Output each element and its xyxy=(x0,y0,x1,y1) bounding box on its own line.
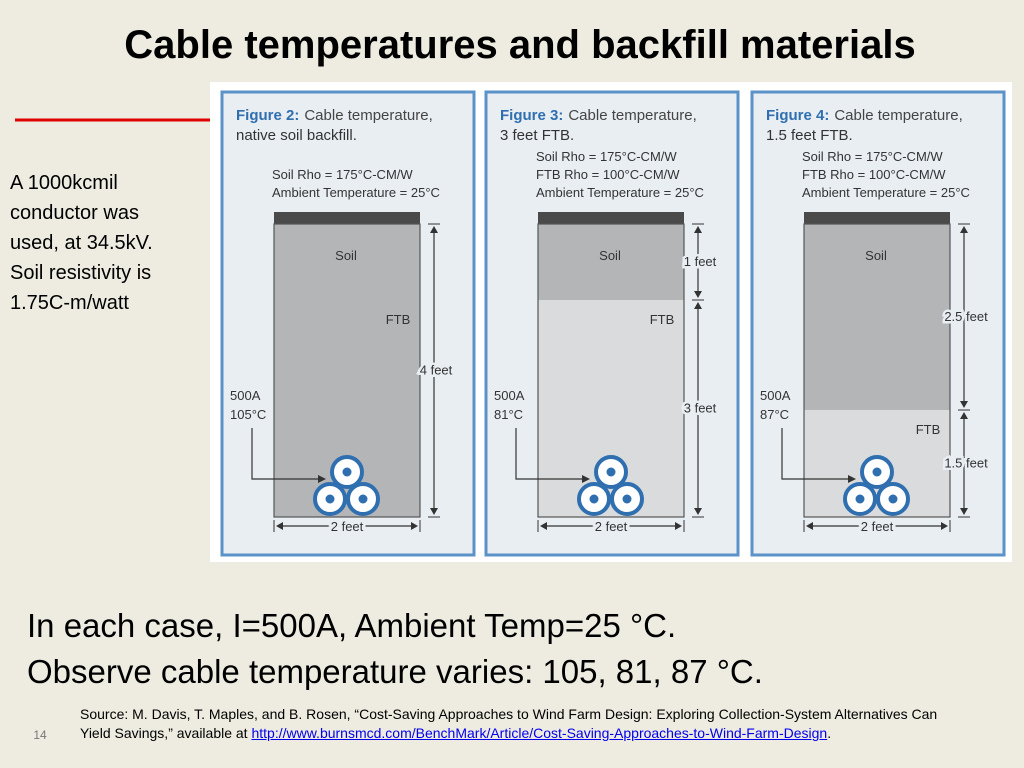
cable-temperature: 81°C xyxy=(494,407,523,422)
column-outline xyxy=(273,223,421,518)
layer-label: FTB xyxy=(916,422,941,437)
body-line: Observe cable temperature varies: 105, 8… xyxy=(27,653,763,690)
dimension-label: 1 feet xyxy=(684,254,717,269)
parameter: Ambient Temperature = 25°C xyxy=(272,185,440,200)
column-outline xyxy=(537,223,685,518)
conductor xyxy=(622,494,632,504)
conductor xyxy=(872,467,882,477)
surface-strip xyxy=(804,212,950,224)
cable-pointer-head xyxy=(848,475,856,483)
caption-text: 3 feet FTB. xyxy=(500,127,574,144)
column-outline xyxy=(803,223,951,518)
surface-strip xyxy=(538,212,684,224)
soil-layer xyxy=(538,224,684,300)
layer-label: Soil xyxy=(599,248,621,263)
soil-layer xyxy=(804,224,950,410)
conductor xyxy=(589,494,599,504)
cable-current: 500A xyxy=(760,388,791,403)
dimension-label: 3 feet xyxy=(684,401,717,416)
source-citation: Source: M. Davis, T. Maples, and B. Rose… xyxy=(80,705,950,743)
page-number: 14 xyxy=(33,728,47,742)
source-link[interactable]: http://www.burnsmcd.com/BenchMark/Articl… xyxy=(251,725,828,741)
conductor xyxy=(855,494,865,504)
caption-text: Cable temperature, xyxy=(304,107,432,124)
cable-temperature: 105°C xyxy=(230,407,266,422)
body-line: In each case, I=500A, Ambient Temp=25 °C… xyxy=(27,607,676,644)
figure-label: Figure 3: xyxy=(500,107,563,124)
cable-pointer xyxy=(781,428,850,480)
dimension-label: 2.5 feet xyxy=(944,309,988,324)
figure-caption: Figure 3: Cable temperature, xyxy=(500,107,697,124)
cable-current: 500A xyxy=(494,388,525,403)
parameter: FTB Rho = 100°C-CM/W xyxy=(536,167,680,182)
figure-caption: Figure 2: Cable temperature, xyxy=(236,107,433,124)
figure-panel: Figure 2: Cable temperature, native soil b… xyxy=(220,90,476,557)
caption-text: Cable temperature, xyxy=(568,107,696,124)
caption-text: 1.5 feet FTB. xyxy=(766,127,853,144)
cable-current: 500A xyxy=(230,388,261,403)
conductor xyxy=(606,467,616,477)
width-label: 2 feet xyxy=(861,519,894,534)
cable-pointer-head xyxy=(318,475,326,483)
conductor xyxy=(325,494,335,504)
slide-title: Cable temperatures and backfill material… xyxy=(124,23,915,67)
conductor xyxy=(342,467,352,477)
conductor xyxy=(358,494,368,504)
figure-label: Figure 4: xyxy=(766,107,829,124)
parameter: Ambient Temperature = 25°C xyxy=(536,185,704,200)
layer-label: Soil xyxy=(865,248,887,263)
caption-text: Cable temperature, xyxy=(834,107,962,124)
caption-text: native soil backfill. xyxy=(236,127,357,144)
source-text: Source: M. Davis, T. Maples, and B. Rose… xyxy=(80,706,938,741)
parameter: Soil Rho = 175°C-CM/W xyxy=(272,167,413,182)
dimension-label: 4 feet xyxy=(420,363,453,378)
layer-label: Soil xyxy=(335,248,357,263)
layer-label: FTB xyxy=(386,312,411,327)
parameter: Soil Rho = 175°C-CM/W xyxy=(802,149,943,164)
figure-panel: Figure 3: Cable temperature, 3 feet FTB. So… xyxy=(484,90,740,557)
figures: Figure 2: Cable temperature, native soil b… xyxy=(220,90,1006,557)
surface-strip xyxy=(274,212,420,224)
side-note: A 1000kcmil conductor was used, at 34.5k… xyxy=(10,172,153,314)
cable-pointer xyxy=(251,428,320,480)
dimension-label: 1.5 feet xyxy=(944,456,988,471)
cable-temperature: 87°C xyxy=(760,407,789,422)
width-label: 2 feet xyxy=(331,519,364,534)
cable-pointer xyxy=(515,428,584,480)
layer-label: FTB xyxy=(650,312,675,327)
conductor xyxy=(888,494,898,504)
parameter: FTB Rho = 100°C-CM/W xyxy=(802,167,946,182)
source-end: . xyxy=(827,725,832,741)
figure-label: Figure 2: xyxy=(236,107,299,124)
parameter: Soil Rho = 175°C-CM/W xyxy=(536,149,677,164)
width-label: 2 feet xyxy=(595,519,628,534)
figure-caption: Figure 4: Cable temperature, xyxy=(766,107,963,124)
figure-panel: Figure 4: Cable temperature, 1.5 feet FTB.… xyxy=(750,90,1006,557)
parameter: Ambient Temperature = 25°C xyxy=(802,185,970,200)
cable-pointer-head xyxy=(582,475,590,483)
